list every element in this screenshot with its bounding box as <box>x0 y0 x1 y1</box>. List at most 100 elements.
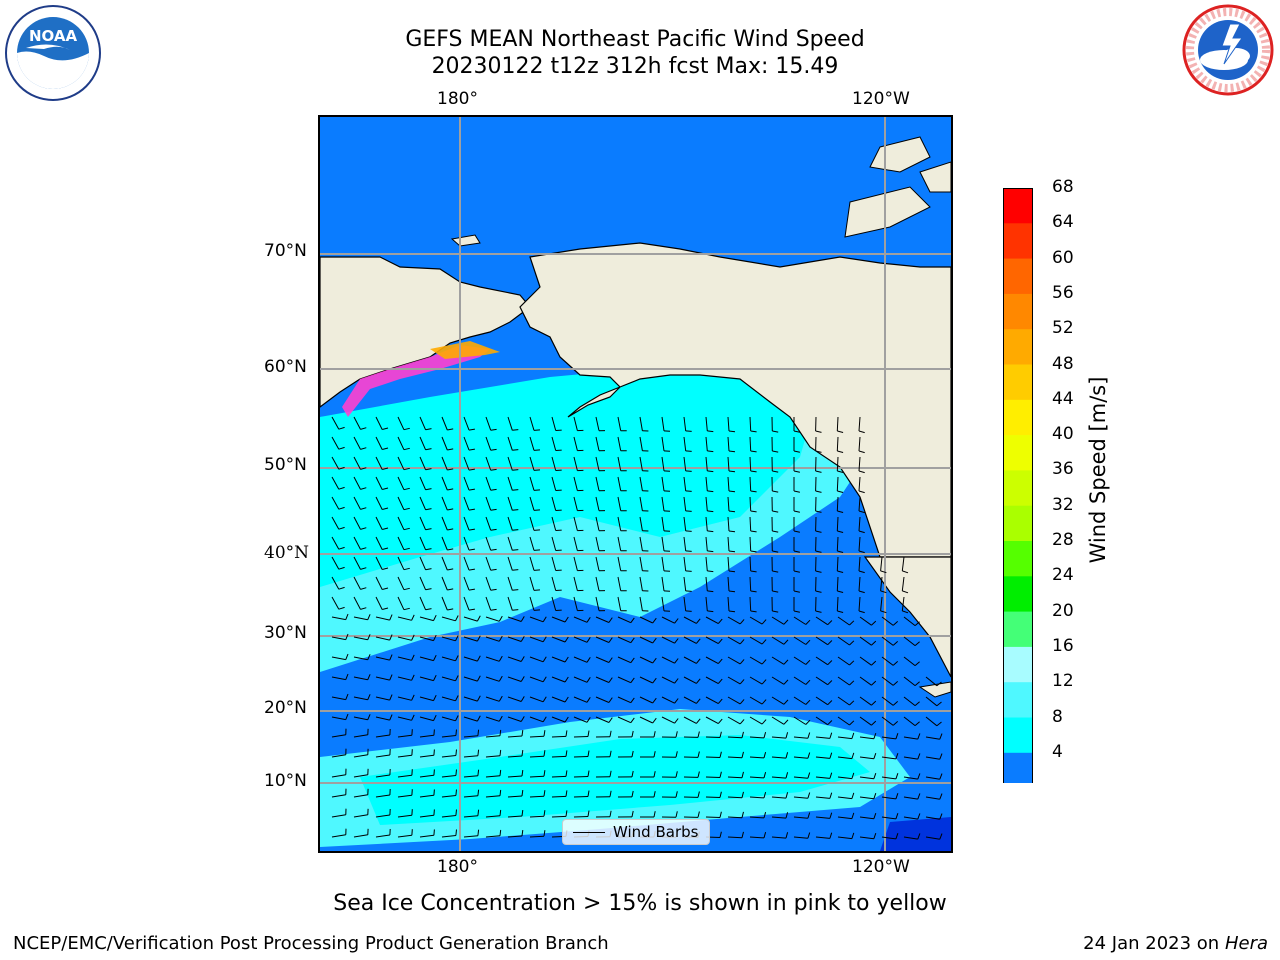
wind-barb-flag <box>455 695 459 702</box>
wind-barb-flag <box>741 791 744 798</box>
wind-barb-flag <box>697 751 700 758</box>
wind-barb-flag <box>805 639 811 645</box>
wind-barb-flag <box>815 610 822 613</box>
wind-barb-flag <box>433 634 437 641</box>
wind-barb <box>683 556 687 571</box>
wind-barb <box>551 755 567 758</box>
wind-barb <box>397 636 412 641</box>
wind-barb <box>727 596 730 612</box>
wind-barb <box>815 756 830 759</box>
wind-barb <box>419 734 434 738</box>
wind-barb <box>485 775 501 778</box>
wind-barb <box>331 794 346 798</box>
wind-barb-flag <box>772 570 779 573</box>
wind-barb-flag <box>902 610 909 614</box>
wind-barb-flag <box>360 547 367 550</box>
wind-barb <box>551 596 557 611</box>
wind-barb-flag <box>719 791 722 798</box>
wind-barb <box>705 696 719 705</box>
wind-barb <box>901 576 905 591</box>
wind-barb-flag <box>498 635 503 642</box>
wind-barb-flag <box>914 621 920 626</box>
wind-speed-map[interactable]: Wind Barbs <box>318 115 953 853</box>
wind-barb <box>880 596 883 611</box>
wind-barb-flag <box>543 810 546 817</box>
wind-barb <box>705 736 721 738</box>
wind-barb-flag <box>895 793 899 800</box>
wind-barb-flag <box>360 427 367 430</box>
wind-barb <box>375 496 383 510</box>
wind-barb-flag <box>805 619 811 625</box>
colorbar <box>1002 188 1034 818</box>
wind-barb-flag <box>455 769 457 776</box>
wind-barb-flag <box>382 587 389 590</box>
wind-barb <box>925 696 938 707</box>
wind-barb <box>837 756 852 760</box>
wind-barb <box>639 516 643 531</box>
wind-barb-flag <box>608 697 613 703</box>
wind-barb-flag <box>425 508 432 511</box>
wind-barb-flag <box>586 617 591 623</box>
lon-label-top-120w: 120°W <box>852 89 910 109</box>
wind-barb <box>749 496 752 512</box>
wind-barb-flag <box>783 699 789 705</box>
wind-barb-flag <box>772 490 779 493</box>
wind-barb-flag <box>411 674 415 681</box>
wind-barb-flag <box>586 637 591 643</box>
wind-barb <box>617 516 622 531</box>
wind-barb-flag <box>338 466 345 470</box>
wind-barb <box>595 456 600 471</box>
wind-barb-flag <box>793 450 800 453</box>
wind-barb-flag <box>512 569 519 571</box>
wind-barb <box>375 616 390 621</box>
wind-barb <box>595 436 600 451</box>
wind-barb-flag <box>468 608 475 611</box>
wind-barb-flag <box>807 732 811 739</box>
wind-barb <box>529 775 545 778</box>
wind-barb <box>859 676 872 686</box>
wind-barb <box>441 476 448 491</box>
wind-barb <box>551 775 567 778</box>
wind-barb-flag <box>447 568 454 571</box>
wind-barb <box>419 536 427 551</box>
wind-barb-flag <box>586 717 591 723</box>
lat-label-40n: 40°N <box>264 543 310 563</box>
wind-barb <box>727 536 730 552</box>
wind-barb <box>901 596 905 611</box>
wind-barb <box>749 596 752 612</box>
wind-barb <box>331 576 340 590</box>
wind-barb <box>595 476 600 491</box>
wind-barb <box>771 776 787 779</box>
wind-barb-flag <box>433 729 435 736</box>
wind-barb <box>705 476 708 491</box>
wind-barb-flag <box>837 510 844 513</box>
wind-barb <box>661 596 665 611</box>
wind-barb-flag <box>382 547 389 550</box>
wind-barb <box>419 496 427 511</box>
wind-barb <box>749 736 765 739</box>
wind-barb <box>397 754 412 758</box>
wind-barb <box>859 836 874 840</box>
wind-barb <box>639 416 643 431</box>
wind-barb-flag <box>761 639 767 645</box>
wind-barb-flag <box>433 654 437 661</box>
wind-barb-flag <box>829 752 833 759</box>
wind-barb <box>551 516 557 531</box>
wind-barb <box>573 716 588 723</box>
map-legend: Wind Barbs <box>562 819 710 845</box>
wind-barb <box>836 596 839 612</box>
wind-barb-flag <box>763 831 767 839</box>
wind-barb <box>331 834 346 838</box>
wind-barb-flag <box>382 447 389 450</box>
wind-barb-flag <box>382 527 389 530</box>
wind-barb <box>529 556 535 571</box>
wind-barb-flag <box>345 633 349 640</box>
wind-barb-flag <box>837 470 844 473</box>
wind-barb-flag <box>750 430 757 433</box>
wind-barb-flag <box>675 751 678 758</box>
wind-barb <box>901 556 905 571</box>
wind-barb <box>397 576 405 590</box>
wind-barb-flag <box>543 770 546 777</box>
wind-barb <box>529 616 544 623</box>
wind-barb <box>375 774 390 778</box>
